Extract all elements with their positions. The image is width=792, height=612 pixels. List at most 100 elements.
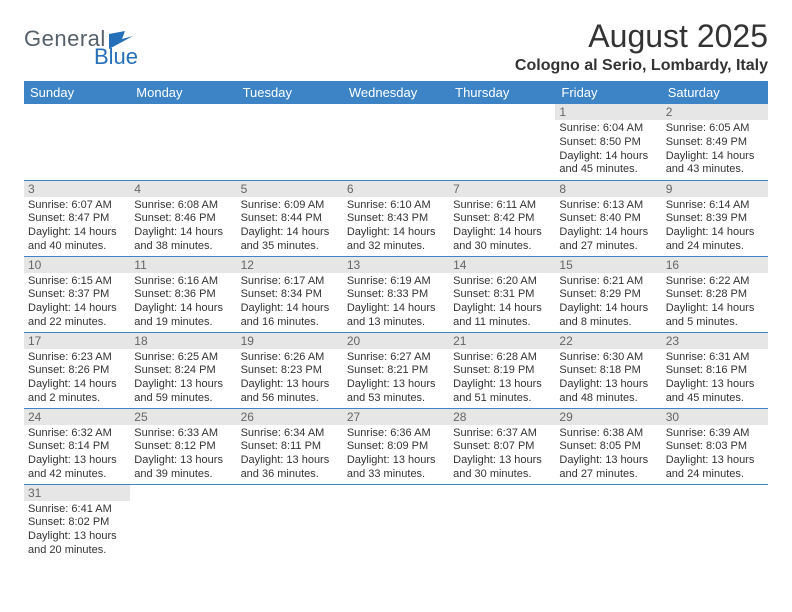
calendar-day-cell: 25Sunrise: 6:33 AMSunset: 8:12 PMDayligh… bbox=[130, 408, 236, 484]
calendar-day-cell: 2Sunrise: 6:05 AMSunset: 8:49 PMDaylight… bbox=[662, 104, 768, 180]
sunrise-text: Sunrise: 6:27 AM bbox=[347, 351, 445, 365]
sunset-text: Sunset: 8:11 PM bbox=[241, 440, 339, 454]
sunset-text: Sunset: 8:36 PM bbox=[134, 288, 232, 302]
day-number: 3 bbox=[24, 181, 130, 197]
calendar-day-cell bbox=[449, 104, 555, 180]
daylight-text: and 42 minutes. bbox=[28, 468, 126, 482]
day-number: 22 bbox=[555, 333, 661, 349]
calendar-day-cell: 30Sunrise: 6:39 AMSunset: 8:03 PMDayligh… bbox=[662, 408, 768, 484]
day-number: 21 bbox=[449, 333, 555, 349]
sunrise-text: Sunrise: 6:39 AM bbox=[666, 427, 764, 441]
sunset-text: Sunset: 8:34 PM bbox=[241, 288, 339, 302]
daylight-text: and 5 minutes. bbox=[666, 316, 764, 330]
day-number: 28 bbox=[449, 409, 555, 425]
daylight-text: Daylight: 14 hours bbox=[134, 226, 232, 240]
daylight-text: Daylight: 14 hours bbox=[453, 226, 551, 240]
day-details: Sunrise: 6:19 AMSunset: 8:33 PMDaylight:… bbox=[343, 273, 449, 332]
day-number: 24 bbox=[24, 409, 130, 425]
day-details: Sunrise: 6:31 AMSunset: 8:16 PMDaylight:… bbox=[662, 349, 768, 408]
sunrise-text: Sunrise: 6:09 AM bbox=[241, 199, 339, 213]
calendar-day-cell: 4Sunrise: 6:08 AMSunset: 8:46 PMDaylight… bbox=[130, 180, 236, 256]
day-number: 6 bbox=[343, 181, 449, 197]
sunrise-text: Sunrise: 6:32 AM bbox=[28, 427, 126, 441]
day-details: Sunrise: 6:30 AMSunset: 8:18 PMDaylight:… bbox=[555, 349, 661, 408]
sunrise-text: Sunrise: 6:11 AM bbox=[453, 199, 551, 213]
day-details: Sunrise: 6:25 AMSunset: 8:24 PMDaylight:… bbox=[130, 349, 236, 408]
daylight-text: and 59 minutes. bbox=[134, 392, 232, 406]
weekday-header: Friday bbox=[555, 81, 661, 104]
calendar-day-cell: 5Sunrise: 6:09 AMSunset: 8:44 PMDaylight… bbox=[237, 180, 343, 256]
day-details: Sunrise: 6:22 AMSunset: 8:28 PMDaylight:… bbox=[662, 273, 768, 332]
logo-text-blue: Blue bbox=[94, 44, 138, 70]
sunset-text: Sunset: 8:33 PM bbox=[347, 288, 445, 302]
calendar-day-cell bbox=[555, 484, 661, 560]
calendar-day-cell: 15Sunrise: 6:21 AMSunset: 8:29 PMDayligh… bbox=[555, 256, 661, 332]
calendar-day-cell bbox=[343, 484, 449, 560]
daylight-text: and 16 minutes. bbox=[241, 316, 339, 330]
calendar-day-cell bbox=[24, 104, 130, 180]
day-number: 2 bbox=[662, 104, 768, 120]
location-text: Cologno al Serio, Lombardy, Italy bbox=[515, 57, 768, 75]
calendar-week-row: 10Sunrise: 6:15 AMSunset: 8:37 PMDayligh… bbox=[24, 256, 768, 332]
sunrise-text: Sunrise: 6:30 AM bbox=[559, 351, 657, 365]
day-details: Sunrise: 6:10 AMSunset: 8:43 PMDaylight:… bbox=[343, 197, 449, 256]
daylight-text: Daylight: 13 hours bbox=[28, 454, 126, 468]
calendar-day-cell: 16Sunrise: 6:22 AMSunset: 8:28 PMDayligh… bbox=[662, 256, 768, 332]
title-area: August 2025 Cologno al Serio, Lombardy, … bbox=[515, 18, 768, 75]
daylight-text: Daylight: 13 hours bbox=[134, 378, 232, 392]
sunset-text: Sunset: 8:31 PM bbox=[453, 288, 551, 302]
day-details: Sunrise: 6:33 AMSunset: 8:12 PMDaylight:… bbox=[130, 425, 236, 484]
calendar-table: Sunday Monday Tuesday Wednesday Thursday… bbox=[24, 81, 768, 560]
day-details: Sunrise: 6:07 AMSunset: 8:47 PMDaylight:… bbox=[24, 197, 130, 256]
sunset-text: Sunset: 8:03 PM bbox=[666, 440, 764, 454]
sunrise-text: Sunrise: 6:22 AM bbox=[666, 275, 764, 289]
daylight-text: and 43 minutes. bbox=[666, 163, 764, 177]
weekday-header: Sunday bbox=[24, 81, 130, 104]
daylight-text: Daylight: 14 hours bbox=[241, 302, 339, 316]
calendar-day-cell: 8Sunrise: 6:13 AMSunset: 8:40 PMDaylight… bbox=[555, 180, 661, 256]
sunset-text: Sunset: 8:42 PM bbox=[453, 212, 551, 226]
daylight-text: Daylight: 14 hours bbox=[28, 226, 126, 240]
calendar-day-cell: 14Sunrise: 6:20 AMSunset: 8:31 PMDayligh… bbox=[449, 256, 555, 332]
sunrise-text: Sunrise: 6:14 AM bbox=[666, 199, 764, 213]
calendar-day-cell bbox=[237, 104, 343, 180]
day-details: Sunrise: 6:14 AMSunset: 8:39 PMDaylight:… bbox=[662, 197, 768, 256]
day-number: 30 bbox=[662, 409, 768, 425]
sunset-text: Sunset: 8:14 PM bbox=[28, 440, 126, 454]
daylight-text: Daylight: 14 hours bbox=[134, 302, 232, 316]
sunrise-text: Sunrise: 6:20 AM bbox=[453, 275, 551, 289]
day-number: 12 bbox=[237, 257, 343, 273]
daylight-text: and 22 minutes. bbox=[28, 316, 126, 330]
calendar-day-cell bbox=[662, 484, 768, 560]
day-details: Sunrise: 6:08 AMSunset: 8:46 PMDaylight:… bbox=[130, 197, 236, 256]
daylight-text: Daylight: 14 hours bbox=[666, 226, 764, 240]
weekday-header-row: Sunday Monday Tuesday Wednesday Thursday… bbox=[24, 81, 768, 104]
day-details: Sunrise: 6:15 AMSunset: 8:37 PMDaylight:… bbox=[24, 273, 130, 332]
daylight-text: Daylight: 14 hours bbox=[559, 302, 657, 316]
daylight-text: Daylight: 14 hours bbox=[347, 226, 445, 240]
day-number: 4 bbox=[130, 181, 236, 197]
day-number: 17 bbox=[24, 333, 130, 349]
daylight-text: and 11 minutes. bbox=[453, 316, 551, 330]
day-number: 13 bbox=[343, 257, 449, 273]
daylight-text: Daylight: 13 hours bbox=[347, 454, 445, 468]
day-number: 11 bbox=[130, 257, 236, 273]
daylight-text: Daylight: 13 hours bbox=[28, 530, 126, 544]
calendar-day-cell: 17Sunrise: 6:23 AMSunset: 8:26 PMDayligh… bbox=[24, 332, 130, 408]
sunrise-text: Sunrise: 6:05 AM bbox=[666, 122, 764, 136]
calendar-day-cell: 23Sunrise: 6:31 AMSunset: 8:16 PMDayligh… bbox=[662, 332, 768, 408]
daylight-text: and 35 minutes. bbox=[241, 240, 339, 254]
day-details: Sunrise: 6:21 AMSunset: 8:29 PMDaylight:… bbox=[555, 273, 661, 332]
day-number: 31 bbox=[24, 485, 130, 501]
daylight-text: and 53 minutes. bbox=[347, 392, 445, 406]
daylight-text: and 24 minutes. bbox=[666, 468, 764, 482]
daylight-text: Daylight: 13 hours bbox=[134, 454, 232, 468]
daylight-text: Daylight: 14 hours bbox=[559, 226, 657, 240]
sunset-text: Sunset: 8:07 PM bbox=[453, 440, 551, 454]
daylight-text: and 48 minutes. bbox=[559, 392, 657, 406]
sunset-text: Sunset: 8:09 PM bbox=[347, 440, 445, 454]
calendar-day-cell: 28Sunrise: 6:37 AMSunset: 8:07 PMDayligh… bbox=[449, 408, 555, 484]
day-number: 9 bbox=[662, 181, 768, 197]
day-details: Sunrise: 6:11 AMSunset: 8:42 PMDaylight:… bbox=[449, 197, 555, 256]
sunrise-text: Sunrise: 6:41 AM bbox=[28, 503, 126, 517]
